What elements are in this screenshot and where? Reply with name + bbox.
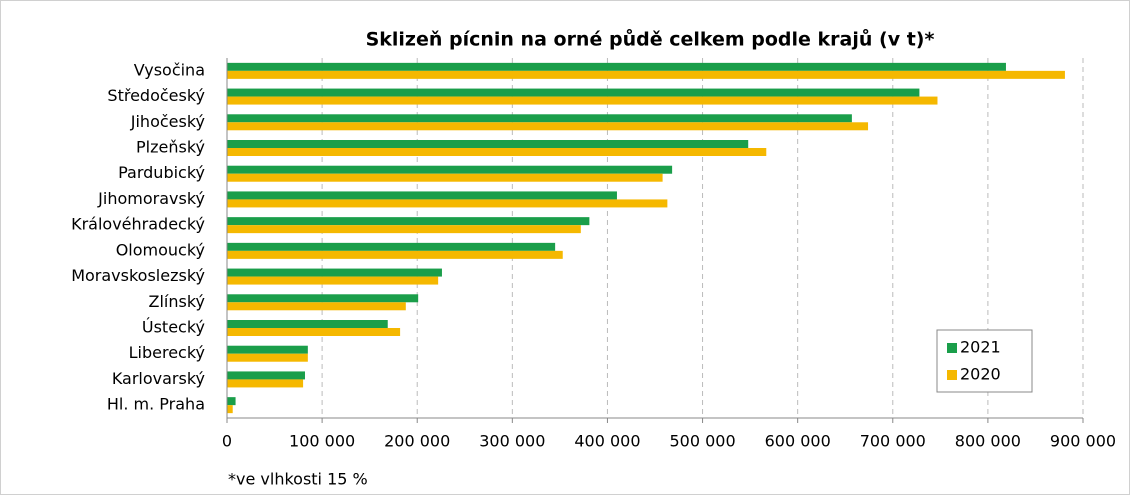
- bar: [227, 199, 668, 208]
- y-tick-label: Moravskoslezský: [71, 266, 205, 285]
- x-tick-label: 500 000: [669, 432, 735, 451]
- y-tick-label: Jihočeský: [130, 112, 205, 131]
- bar: [227, 379, 304, 388]
- y-tick-label: Královéhradecký: [71, 215, 205, 234]
- footnote: *ve vlhkosti 15 %: [228, 470, 368, 489]
- bar: [227, 242, 556, 251]
- bar: [227, 276, 439, 285]
- bar: [227, 140, 749, 148]
- bar: [227, 62, 1006, 71]
- y-tick-label: Středočeský: [107, 86, 205, 105]
- x-tick-label: 600 000: [765, 432, 831, 451]
- chart-title: Sklizeň pícnin na orné půdě celkem podle…: [366, 28, 935, 51]
- x-tick-label: 100 000: [289, 432, 355, 451]
- y-tick-label: Hl. m. Praha: [107, 395, 205, 414]
- legend-box: [936, 329, 1033, 393]
- bar: [227, 122, 869, 131]
- legend-label: 2020: [960, 365, 1001, 384]
- x-tick-label: 400 000: [574, 432, 640, 451]
- x-tick-label: 300 000: [479, 432, 545, 451]
- bar: [227, 328, 401, 336]
- y-tick-label: Liberecký: [129, 343, 205, 362]
- bar: [227, 114, 852, 123]
- bar: [227, 250, 563, 259]
- x-tick-label: 200 000: [384, 432, 450, 451]
- bar: [227, 320, 388, 328]
- legend-swatch: [947, 370, 957, 380]
- bar: [227, 345, 308, 354]
- legend-label: 2021: [960, 338, 1001, 357]
- x-tick-label: 0: [222, 432, 232, 451]
- x-tick-label: 800 000: [955, 432, 1021, 451]
- x-tick-label: 700 000: [860, 432, 926, 451]
- y-tick-label: Karlovarský: [112, 369, 205, 388]
- bar: [227, 165, 673, 174]
- bar: [227, 217, 590, 226]
- bar: [227, 302, 406, 311]
- bar: [227, 353, 308, 362]
- y-tick-label: Zlínský: [149, 292, 206, 311]
- bar: [227, 225, 581, 234]
- y-tick-label: Pardubický: [118, 163, 205, 182]
- bar: [227, 173, 663, 182]
- legend-swatch: [947, 343, 957, 353]
- bar: [227, 191, 617, 200]
- bar: [227, 397, 236, 406]
- y-tick-label: Olomoucký: [116, 240, 205, 259]
- bar: [227, 405, 233, 414]
- y-tick-label: Vysočina: [134, 60, 205, 79]
- bar: [227, 371, 305, 380]
- bar: [227, 268, 442, 277]
- y-tick-label: Plzeňský: [136, 138, 205, 157]
- bar: [227, 148, 767, 156]
- y-tick-label: Jihomoravský: [97, 189, 205, 208]
- bar: [227, 70, 1065, 79]
- y-tick-label: Ústecký: [142, 318, 205, 337]
- bar: [227, 88, 920, 97]
- x-tick-label: 900 000: [1050, 432, 1116, 451]
- bar: [227, 96, 938, 105]
- bar: [227, 294, 419, 303]
